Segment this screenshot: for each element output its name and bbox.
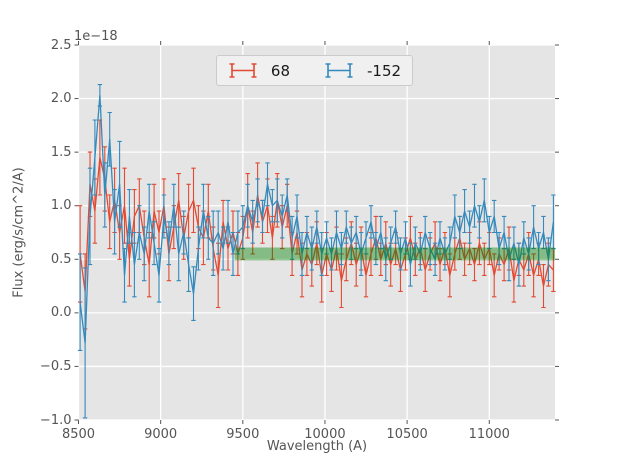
y-axis-label: Flux (erg/s/cm^2/A) [11,167,27,298]
y-tick-label: 1.0 [50,198,72,214]
y-tick-label: 2.0 [50,91,72,107]
x-tick-label: 8500 [61,427,96,442]
series--152-line [79,94,555,344]
errorbar-marker-icon [229,63,257,78]
x-tick-label: 9000 [144,427,178,442]
x-tick-label: 11000 [468,427,510,442]
y-tick-label: 0.5 [50,251,72,267]
legend-label: -152 [367,61,402,80]
y-axis-offset-text: 1e−18 [74,29,118,44]
continuum-band [234,247,555,261]
y-tick-label: −0.5 [39,358,72,374]
y-tick-label: 2.5 [50,37,72,53]
x-tick-label: 10000 [304,427,346,442]
y-tick-label: 1.5 [50,144,72,160]
y-tick-label: 0.0 [50,305,72,321]
errorbar-marker-icon [325,63,353,78]
x-tick-label: 9500 [226,427,260,442]
legend-entry--152: -152 [324,61,401,80]
legend: 68 -152 [216,55,413,86]
legend-label: 68 [270,61,291,80]
legend-entry-68: 68 [228,61,290,80]
tick-marks [74,41,559,424]
y-tick-label: −1.0 [39,412,72,428]
x-axis-label: Wavelength (A) [266,439,368,454]
x-tick-label: 10500 [386,427,428,442]
